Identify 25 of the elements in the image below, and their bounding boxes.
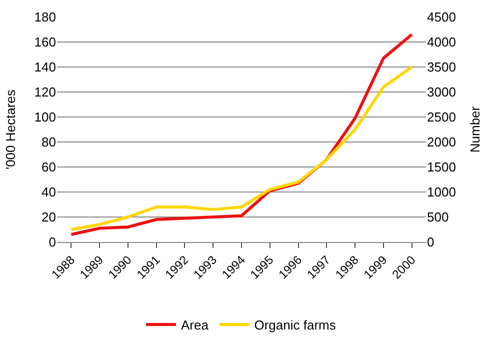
legend-label: Organic farms <box>254 318 336 333</box>
y2-tick-label: 4500 <box>427 10 456 25</box>
y-tick-label: 40 <box>42 184 56 200</box>
y-tick-label: 80 <box>42 134 56 150</box>
line-series <box>70 66 414 231</box>
y2-tick-label: 4000 <box>427 34 456 50</box>
y2-tick-label: 3000 <box>427 84 456 100</box>
y-tick-label: 180 <box>34 10 56 25</box>
y-tick-label: 0 <box>48 234 56 250</box>
y-tick-label: 120 <box>34 84 56 100</box>
y2-tick-label: 2500 <box>427 110 456 125</box>
y-axis-title: '000 Hectares <box>3 89 18 170</box>
y-tick-label: 140 <box>34 60 56 75</box>
y2-tick-label: 1000 <box>427 184 456 200</box>
y-tick-label: 100 <box>34 110 56 125</box>
y2-tick-label: 2000 <box>427 134 456 150</box>
y2-tick-label: 500 <box>427 210 449 225</box>
y2-tick-label: 1500 <box>427 160 456 175</box>
y-tick-label: 20 <box>42 210 56 225</box>
y2-tick-label: 3500 <box>427 60 456 75</box>
y-tick-label: 60 <box>42 160 56 175</box>
legend-label: Area <box>181 318 210 333</box>
y-tick-label: 160 <box>34 34 56 50</box>
y2-tick-label: 0 <box>427 234 434 250</box>
y2-axis-title: Number <box>468 106 483 153</box>
